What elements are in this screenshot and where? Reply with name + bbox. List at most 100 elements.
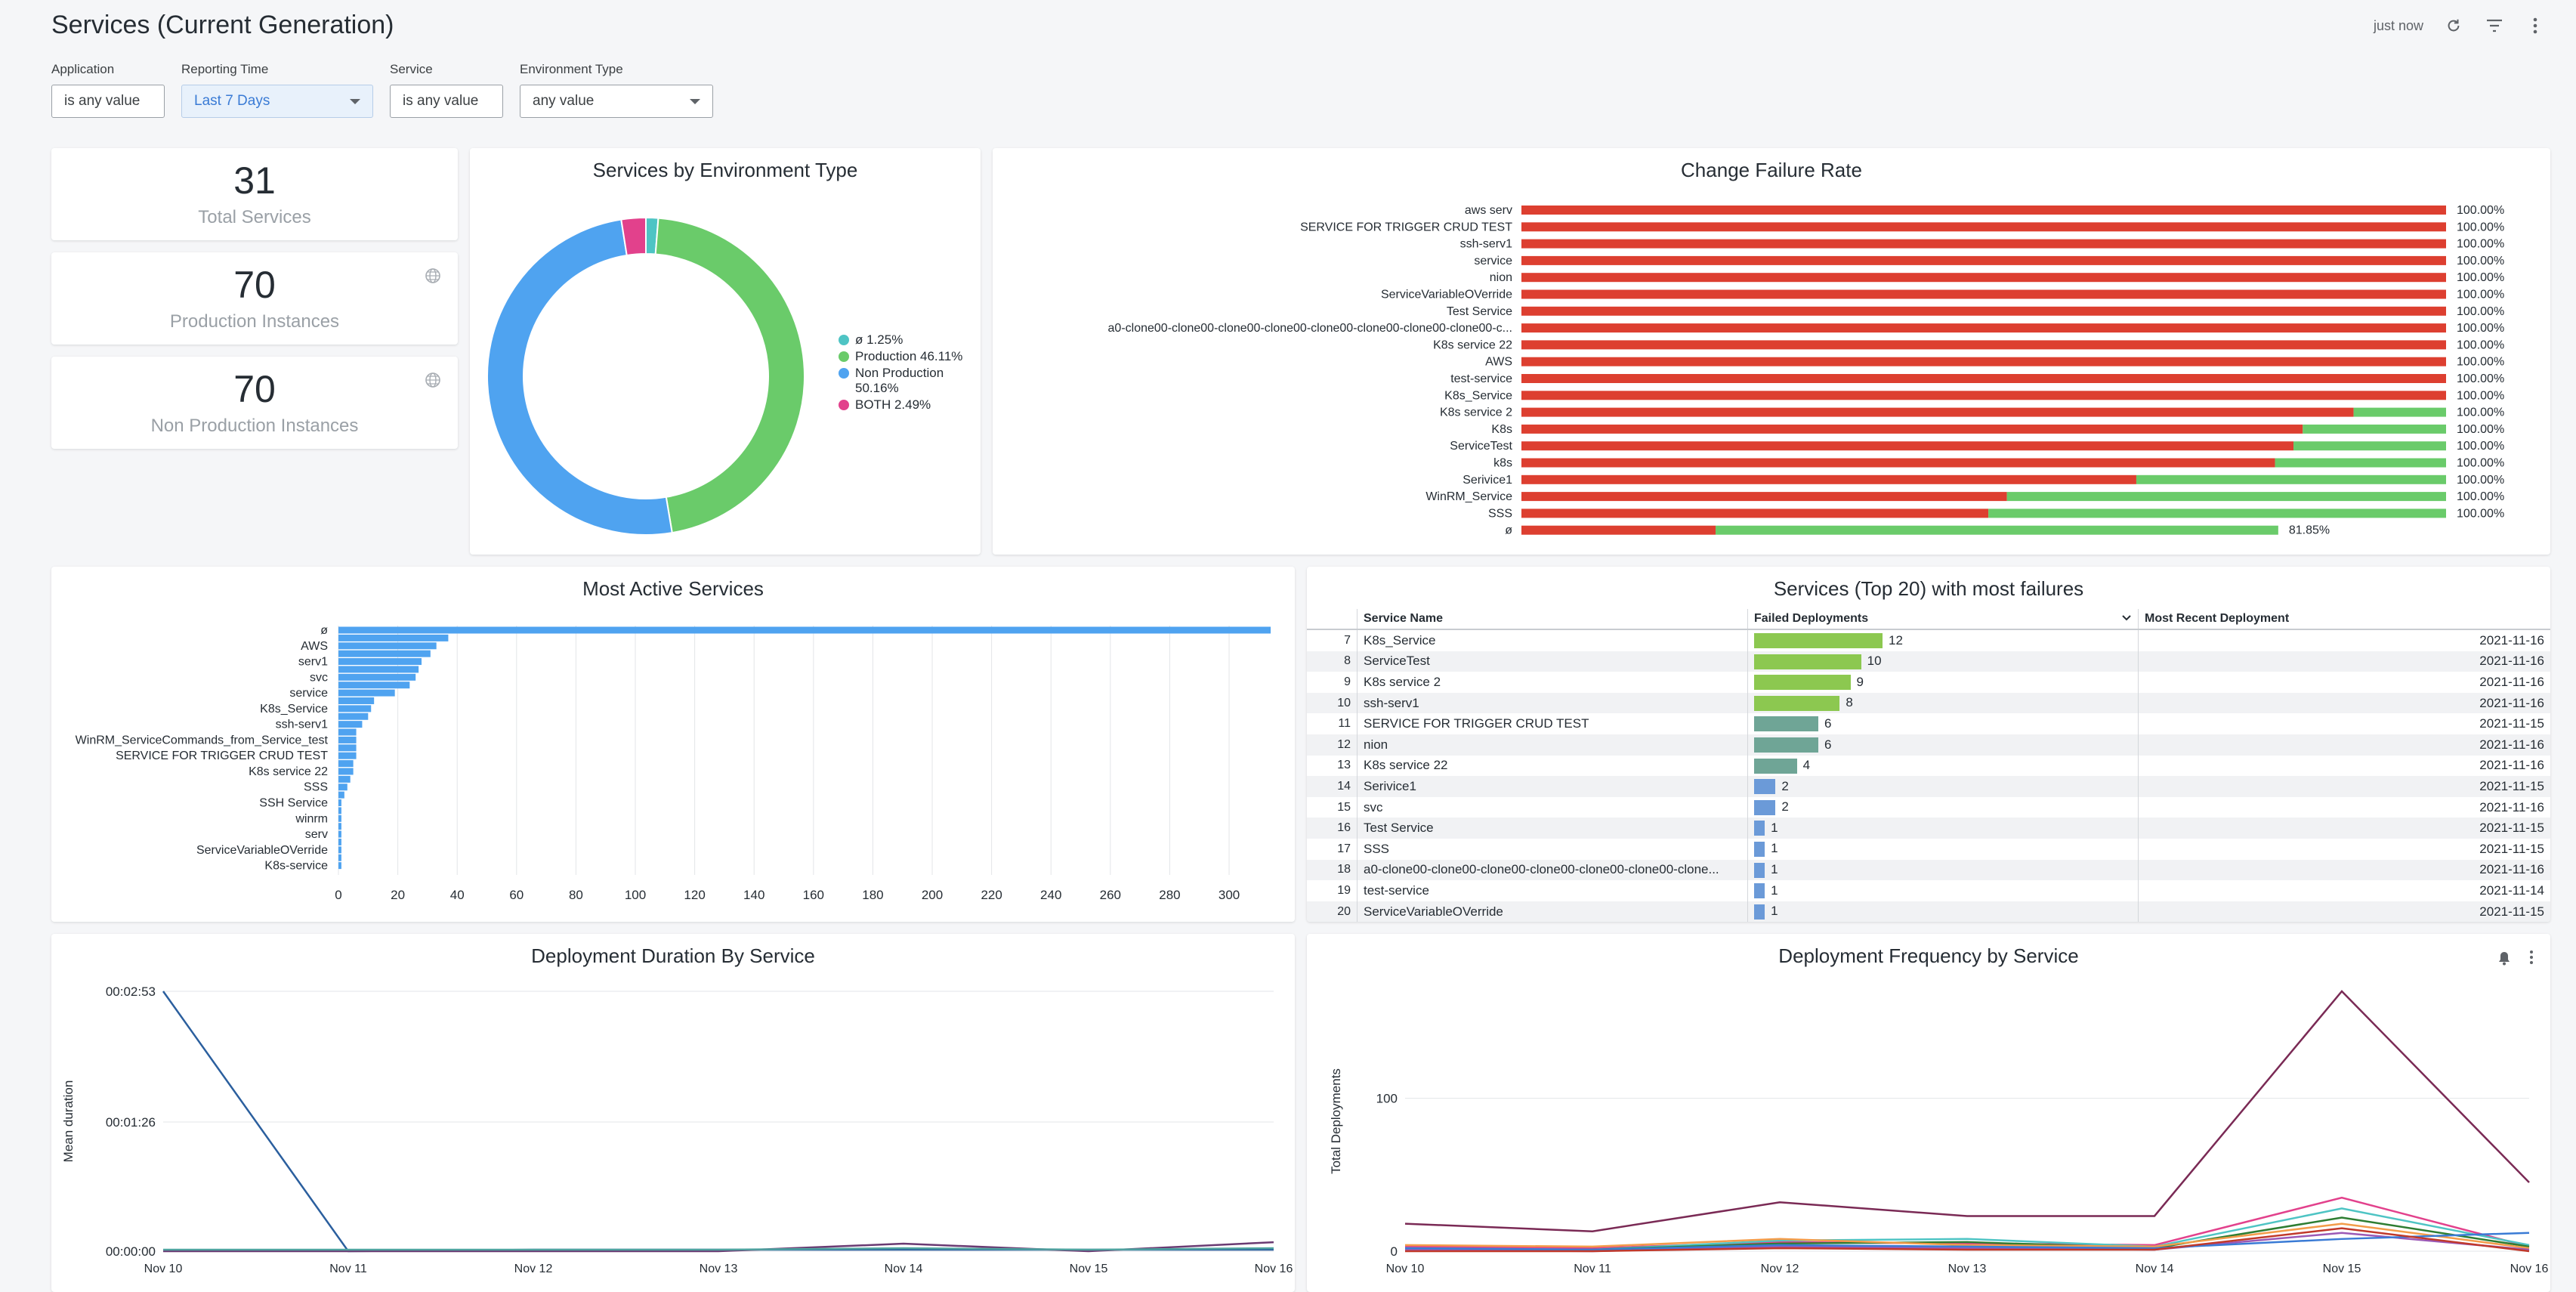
failed-deployments-bar (1754, 779, 1776, 795)
service-name-cell[interactable]: K8s service 22 (1357, 755, 1748, 777)
active-bar (338, 682, 410, 689)
reporting-time-select[interactable]: Last 7 Days (181, 85, 373, 118)
row-number: 15 (1307, 796, 1357, 818)
table-row[interactable]: 9 K8s service 2 9 2021-11-16 (1307, 672, 2550, 693)
table-row[interactable]: 16 Test Service 1 2021-11-15 (1307, 818, 2550, 839)
x-tick-label: Nov 14 (885, 1263, 923, 1275)
failed-deployments-cell: 2 (1747, 776, 2139, 797)
active-bar (338, 799, 341, 807)
failed-deployments-cell: 6 (1747, 734, 2139, 756)
cfr-bar-segment (1521, 374, 2446, 383)
more-options-icon[interactable] (2529, 949, 2534, 969)
service-name-cell[interactable]: SSS (1357, 838, 1748, 860)
legend-item: BOTH 2.49% (839, 397, 974, 413)
failed-deployments-value: 1 (1771, 862, 1778, 877)
filter-bar: Application is any value Reporting Time … (51, 62, 713, 118)
active-category-label: K8s_Service (260, 703, 328, 716)
service-name-cell[interactable]: Test Service (1357, 818, 1748, 839)
top-failures-card: Services (Top 20) with most failures Ser… (1307, 567, 2550, 922)
table-row[interactable]: 15 svc 2 2021-11-16 (1307, 796, 2550, 818)
alert-bell-icon[interactable] (2497, 950, 2511, 969)
active-x-tick-label: 200 (922, 888, 943, 902)
service-name-cell[interactable]: ssh-serv1 (1357, 692, 1748, 714)
filter-icon[interactable] (2484, 15, 2505, 36)
most-recent-deployment-cell: 2021-11-15 (2479, 841, 2544, 856)
more-options-icon[interactable] (2525, 15, 2546, 36)
series-line (163, 1247, 1274, 1251)
active-x-tick-label: 80 (569, 888, 583, 902)
service-name-cell[interactable]: K8s service 2 (1357, 672, 1748, 693)
active-bar (338, 712, 369, 720)
most-recent-deployment-cell: 2021-11-15 (2138, 818, 2550, 839)
most-recent-deployment-cell: 2021-11-16 (2479, 758, 2544, 773)
table-row[interactable]: 12 nion 6 2021-11-16 (1307, 734, 2550, 756)
filter-environment-type: Environment Type any value (520, 62, 713, 118)
cfr-category-label: K8s service 2 (1440, 406, 1512, 419)
table-header-row: Service Name Failed Deployments Most Rec… (1307, 609, 2550, 630)
service-name-cell[interactable]: ServiceVariableOVerride (1357, 901, 1748, 922)
cfr-category-label: k8s (1493, 457, 1512, 470)
service-name-cell[interactable]: a0-clone00-clone00-clone00-clone00-clone… (1357, 859, 1748, 881)
env-type-card: Services by Environment Type ø 1.25% Pro… (470, 148, 981, 555)
active-bar (338, 736, 357, 743)
active-bar (338, 862, 341, 870)
service-name-cell[interactable]: svc (1357, 796, 1748, 818)
table-row[interactable]: 13 K8s service 22 4 2021-11-16 (1307, 755, 2550, 777)
service-name-cell[interactable]: test-service (1357, 880, 1748, 901)
header-actions: just now (2374, 15, 2546, 36)
active-bar (338, 807, 341, 814)
application-filter-button[interactable]: is any value (51, 85, 165, 118)
table-row[interactable]: 11 SERVICE FOR TRIGGER CRUD TEST 6 2021-11-… (1307, 713, 2550, 734)
most-recent-deployment-cell: 2021-11-16 (2138, 651, 2550, 672)
active-category-label: SERVICE FOR TRIGGER CRUD TEST (116, 750, 328, 762)
column-header-service-name[interactable]: Service Name (1357, 609, 1748, 630)
active-category-label: serv1 (298, 656, 328, 669)
active-category-label: AWS (301, 640, 328, 653)
failed-deployments-bar (1754, 695, 1840, 711)
cfr-bar-segment (1716, 525, 2278, 535)
failed-deployments-value: 8 (1846, 695, 1853, 710)
active-bar (338, 721, 363, 728)
failed-deployments-cell: 2 (1747, 796, 2139, 818)
active-x-tick-label: 240 (1040, 888, 1061, 902)
environment-type-select[interactable]: any value (520, 85, 713, 118)
filter-application: Application is any value (51, 62, 165, 118)
failed-deployments-bar (1754, 821, 1765, 836)
table-row[interactable]: 18 a0-clone00-clone00-clone00-clone00-clo… (1307, 859, 2550, 881)
active-category-label: SSS (304, 781, 328, 794)
table-row[interactable]: 19 test-service 1 2021-11-14 (1307, 880, 2550, 901)
failed-deployments-bar (1754, 675, 1851, 691)
column-header-failed-deployments[interactable]: Failed Deployments (1747, 609, 2139, 630)
service-name-cell[interactable]: K8s_Service (1357, 629, 1748, 651)
globe-icon[interactable] (425, 372, 441, 392)
cfr-total-label: 81.85% (2289, 524, 2330, 537)
x-tick-label: Nov 16 (2510, 1263, 2549, 1275)
service-filter-button[interactable]: is any value (390, 85, 503, 118)
cfr-total-label: 100.00% (2457, 221, 2504, 233)
x-tick-label: Nov 13 (1948, 1263, 1987, 1275)
row-number: 8 (1307, 651, 1357, 672)
globe-icon[interactable] (425, 267, 441, 288)
table-row[interactable]: 7 K8s_Service 12 2021-11-16 (1307, 629, 2550, 651)
cfr-bar-segment (1521, 340, 2446, 350)
cfr-total-label: 100.00% (2457, 372, 2504, 385)
table-row[interactable]: 10 ssh-serv1 8 2021-11-16 (1307, 692, 2550, 714)
failed-deployments-cell: 4 (1747, 755, 2139, 777)
refresh-icon[interactable] (2443, 15, 2464, 36)
active-bar (338, 658, 422, 666)
table-row[interactable]: 17 SSS 1 2021-11-15 (1307, 838, 2550, 860)
cfr-bar-segment (1521, 357, 2446, 366)
table-row[interactable]: 8 ServiceTest 10 2021-11-16 (1307, 651, 2550, 672)
cfr-total-label: 100.00% (2457, 356, 2504, 369)
service-name-cell[interactable]: SERVICE FOR TRIGGER CRUD TEST (1357, 713, 1748, 734)
cfr-bar-segment (1521, 407, 2354, 417)
service-name-cell[interactable]: Serivice1 (1357, 776, 1748, 797)
service-name-cell[interactable]: ServiceTest (1357, 651, 1748, 672)
table-row[interactable]: 20 ServiceVariableOVerride 1 2021-11-15 (1307, 901, 2550, 922)
table-row[interactable]: 14 Serivice1 2 2021-11-15 (1307, 776, 2550, 797)
active-bar (338, 705, 372, 712)
column-header-most-recent-deployment[interactable]: Most Recent Deployment (2138, 609, 2550, 630)
filter-reporting-time: Reporting Time Last 7 Days (181, 62, 373, 118)
sort-descending-icon[interactable] (2121, 612, 2132, 626)
service-name-cell[interactable]: nion (1357, 734, 1748, 756)
